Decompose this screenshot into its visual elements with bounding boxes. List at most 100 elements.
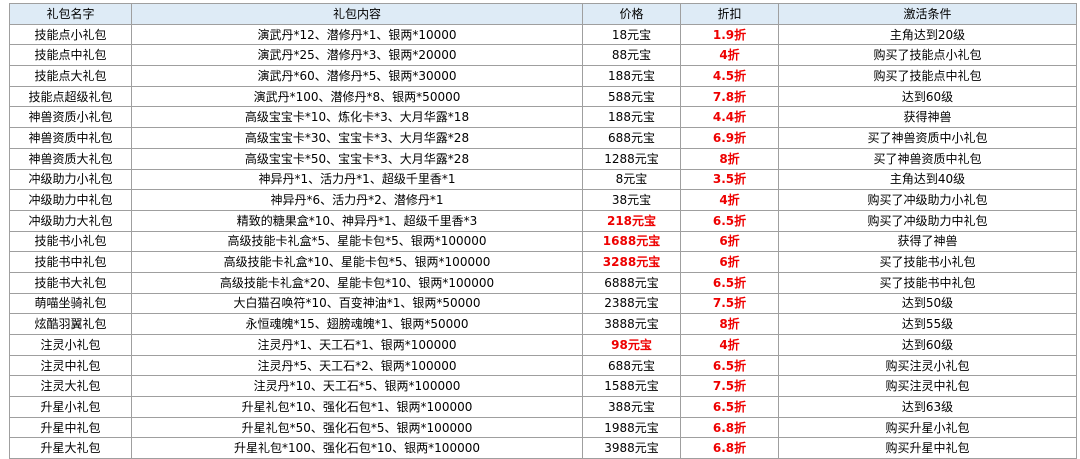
cell-gift-name[interactable]: 技能点大礼包 (9, 65, 132, 87)
cell-activation-condition[interactable]: 购买升星小礼包 (778, 416, 1077, 439)
cell-activation-condition[interactable]: 购买升星中礼包 (778, 437, 1077, 459)
cell-gift-content[interactable]: 高级技能卡礼盒*20、星能卡包*10、银两*100000 (131, 271, 583, 294)
cell-gift-content[interactable]: 神异丹*1、活力丹*1、超级千里香*1 (131, 168, 583, 191)
cell-discount[interactable]: 6.5折 (680, 396, 779, 418)
column-header-content[interactable]: 礼包内容 (131, 3, 583, 25)
cell-gift-content[interactable]: 注灵丹*1、天工石*1、银两*100000 (131, 334, 583, 356)
cell-activation-condition[interactable]: 购买了冲级助力小礼包 (778, 189, 1077, 211)
cell-price[interactable]: 1288元宝 (582, 147, 681, 170)
cell-gift-content[interactable]: 注灵丹*5、天工石*2、银两*100000 (131, 354, 583, 377)
cell-gift-name[interactable]: 冲级助力中礼包 (9, 189, 132, 211)
cell-activation-condition[interactable]: 达到55级 (778, 313, 1077, 335)
cell-gift-content[interactable]: 神异丹*6、活力丹*2、潜修丹*1 (131, 189, 583, 211)
cell-discount[interactable]: 6.5折 (680, 209, 779, 232)
cell-gift-content[interactable]: 注灵丹*10、天工石*5、银两*100000 (131, 375, 583, 398)
column-header-condition[interactable]: 激活条件 (778, 3, 1077, 25)
cell-discount[interactable]: 7.5折 (680, 292, 779, 315)
cell-gift-name[interactable]: 注灵中礼包 (9, 354, 132, 377)
cell-activation-condition[interactable]: 购买了技能点小礼包 (778, 44, 1077, 67)
cell-gift-name[interactable]: 神兽资质小礼包 (9, 106, 132, 129)
cell-gift-name[interactable]: 升星中礼包 (9, 416, 132, 439)
cell-activation-condition[interactable]: 主角达到40级 (778, 168, 1077, 191)
cell-activation-condition[interactable]: 主角达到20级 (778, 23, 1077, 46)
cell-activation-condition[interactable]: 购买注灵中礼包 (778, 375, 1077, 398)
cell-gift-name[interactable]: 神兽资质大礼包 (9, 147, 132, 170)
cell-gift-name[interactable]: 技能书小礼包 (9, 230, 132, 253)
cell-gift-name[interactable]: 神兽资质中礼包 (9, 127, 132, 149)
cell-gift-name[interactable]: 萌喵坐骑礼包 (9, 292, 132, 315)
cell-discount[interactable]: 7.8折 (680, 85, 779, 108)
cell-activation-condition[interactable]: 购买注灵小礼包 (778, 354, 1077, 377)
cell-activation-condition[interactable]: 达到63级 (778, 396, 1077, 418)
cell-price[interactable]: 98元宝 (582, 334, 681, 356)
cell-gift-content[interactable]: 永恒魂魄*15、翅膀魂魄*1、银两*50000 (131, 313, 583, 335)
cell-activation-condition[interactable]: 买了神兽资质中小礼包 (778, 127, 1077, 149)
cell-price[interactable]: 188元宝 (582, 106, 681, 129)
cell-discount[interactable]: 4折 (680, 334, 779, 356)
cell-activation-condition[interactable]: 买了技能书小礼包 (778, 251, 1077, 273)
cell-gift-content[interactable]: 升星礼包*100、强化石包*10、银两*100000 (131, 437, 583, 459)
cell-gift-content[interactable]: 演武丹*25、潜修丹*3、银两*20000 (131, 44, 583, 67)
cell-gift-content[interactable]: 大白猫召唤符*10、百变神油*1、银两*50000 (131, 292, 583, 315)
cell-discount[interactable]: 6.5折 (680, 354, 779, 377)
cell-price[interactable]: 88元宝 (582, 44, 681, 67)
cell-discount[interactable]: 4.4折 (680, 106, 779, 129)
cell-gift-content[interactable]: 演武丹*12、潜修丹*1、银两*10000 (131, 23, 583, 46)
cell-discount[interactable]: 7.5折 (680, 375, 779, 398)
cell-gift-content[interactable]: 高级宝宝卡*50、宝宝卡*3、大月华露*28 (131, 147, 583, 170)
cell-gift-content[interactable]: 升星礼包*10、强化石包*1、银两*100000 (131, 396, 583, 418)
cell-discount[interactable]: 1.9折 (680, 23, 779, 46)
cell-price[interactable]: 3888元宝 (582, 313, 681, 335)
column-header-price[interactable]: 价格 (582, 3, 681, 25)
cell-discount[interactable]: 6.8折 (680, 437, 779, 459)
cell-gift-content[interactable]: 高级技能卡礼盒*10、星能卡包*5、银两*100000 (131, 251, 583, 273)
cell-price[interactable]: 688元宝 (582, 354, 681, 377)
cell-price[interactable]: 218元宝 (582, 209, 681, 232)
column-header-name[interactable]: 礼包名字 (9, 3, 132, 25)
cell-price[interactable]: 588元宝 (582, 85, 681, 108)
cell-gift-name[interactable]: 技能书中礼包 (9, 251, 132, 273)
cell-price[interactable]: 18元宝 (582, 23, 681, 46)
cell-gift-name[interactable]: 技能书大礼包 (9, 271, 132, 294)
cell-activation-condition[interactable]: 买了技能书中礼包 (778, 271, 1077, 294)
cell-gift-name[interactable]: 技能点小礼包 (9, 23, 132, 46)
cell-gift-name[interactable]: 升星大礼包 (9, 437, 132, 459)
cell-gift-name[interactable]: 冲级助力小礼包 (9, 168, 132, 191)
cell-price[interactable]: 3988元宝 (582, 437, 681, 459)
cell-price[interactable]: 188元宝 (582, 65, 681, 87)
column-header-discount[interactable]: 折扣 (680, 3, 779, 25)
cell-price[interactable]: 6888元宝 (582, 271, 681, 294)
cell-gift-content[interactable]: 演武丹*100、潜修丹*8、银两*50000 (131, 85, 583, 108)
cell-price[interactable]: 688元宝 (582, 127, 681, 149)
cell-discount[interactable]: 4折 (680, 189, 779, 211)
cell-price[interactable]: 8元宝 (582, 168, 681, 191)
cell-gift-name[interactable]: 技能点中礼包 (9, 44, 132, 67)
cell-gift-content[interactable]: 精致的糖果盒*10、神异丹*1、超级千里香*3 (131, 209, 583, 232)
cell-activation-condition[interactable]: 买了神兽资质中礼包 (778, 147, 1077, 170)
cell-activation-condition[interactable]: 获得了神兽 (778, 230, 1077, 253)
cell-gift-name[interactable]: 注灵小礼包 (9, 334, 132, 356)
cell-discount[interactable]: 3.5折 (680, 168, 779, 191)
cell-activation-condition[interactable]: 达到50级 (778, 292, 1077, 315)
cell-gift-content[interactable]: 高级宝宝卡*30、宝宝卡*3、大月华露*28 (131, 127, 583, 149)
cell-gift-name[interactable]: 技能点超级礼包 (9, 85, 132, 108)
cell-activation-condition[interactable]: 购买了冲级助力中礼包 (778, 209, 1077, 232)
cell-price[interactable]: 1588元宝 (582, 375, 681, 398)
cell-discount[interactable]: 6.9折 (680, 127, 779, 149)
cell-activation-condition[interactable]: 达到60级 (778, 334, 1077, 356)
cell-gift-name[interactable]: 炫酷羽翼礼包 (9, 313, 132, 335)
cell-discount[interactable]: 8折 (680, 313, 779, 335)
cell-price[interactable]: 1988元宝 (582, 416, 681, 439)
cell-discount[interactable]: 8折 (680, 147, 779, 170)
cell-gift-content[interactable]: 演武丹*60、潜修丹*5、银两*30000 (131, 65, 583, 87)
cell-activation-condition[interactable]: 购买了技能点中礼包 (778, 65, 1077, 87)
cell-price[interactable]: 2388元宝 (582, 292, 681, 315)
cell-gift-name[interactable]: 注灵大礼包 (9, 375, 132, 398)
cell-activation-condition[interactable]: 获得神兽 (778, 106, 1077, 129)
cell-gift-name[interactable]: 升星小礼包 (9, 396, 132, 418)
cell-gift-name[interactable]: 冲级助力大礼包 (9, 209, 132, 232)
cell-discount[interactable]: 6折 (680, 230, 779, 253)
cell-price[interactable]: 388元宝 (582, 396, 681, 418)
cell-price[interactable]: 3288元宝 (582, 251, 681, 273)
cell-discount[interactable]: 6.5折 (680, 271, 779, 294)
